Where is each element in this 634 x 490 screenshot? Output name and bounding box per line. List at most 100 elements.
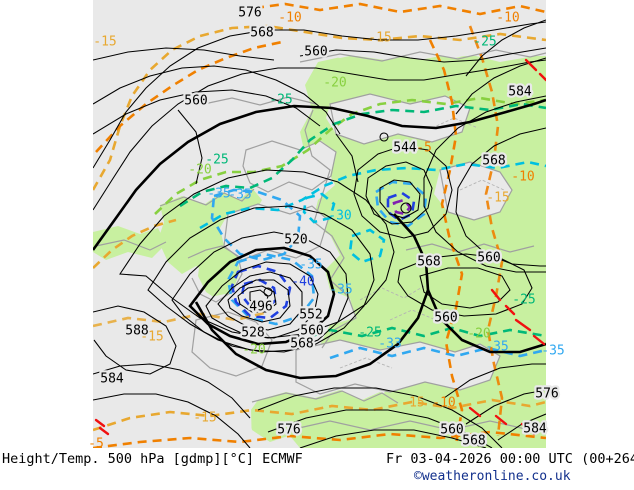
svg-text:-35: -35 bbox=[207, 187, 230, 202]
svg-text:560: 560 bbox=[304, 45, 327, 60]
svg-text:496: 496 bbox=[249, 300, 272, 315]
svg-text:-20: -20 bbox=[467, 327, 490, 342]
svg-text:584: 584 bbox=[523, 422, 547, 437]
svg-text:-25: -25 bbox=[205, 153, 228, 168]
contour-label: -15-15 bbox=[486, 191, 509, 206]
svg-text:576: 576 bbox=[277, 423, 300, 438]
contour-label: -15-15 bbox=[193, 411, 216, 426]
svg-text:-5: -5 bbox=[416, 141, 432, 156]
contour-label: -25-25 bbox=[358, 326, 381, 341]
contour-labels-layer: 5765765685685605605605605845845445445685… bbox=[88, 3, 565, 451]
svg-text:-15: -15 bbox=[140, 330, 163, 345]
svg-text:568: 568 bbox=[462, 434, 485, 449]
contour-label: -35-35 bbox=[541, 344, 564, 359]
contour-label: -25-25 bbox=[512, 293, 535, 308]
svg-text:-25: -25 bbox=[473, 35, 496, 50]
svg-text:576: 576 bbox=[535, 387, 558, 402]
svg-text:560: 560 bbox=[434, 311, 457, 326]
contour-label: -35-35 bbox=[228, 188, 251, 203]
svg-text:-5: -5 bbox=[88, 437, 104, 451]
contour-label: -5-5 bbox=[416, 141, 432, 156]
svg-text:568: 568 bbox=[462, 434, 485, 449]
political-borders bbox=[339, 117, 505, 369]
svg-text:-35: -35 bbox=[329, 283, 352, 298]
svg-text:560: 560 bbox=[300, 324, 323, 339]
svg-text:-35: -35 bbox=[541, 344, 564, 359]
valid-time: Fr 03-04-2026 00:00 UTC (00+264) bbox=[386, 451, 634, 467]
svg-text:-35: -35 bbox=[228, 188, 251, 203]
contour-label: -20-20 bbox=[323, 76, 346, 91]
svg-text:520: 520 bbox=[284, 233, 307, 248]
svg-text:-20: -20 bbox=[242, 343, 265, 358]
red-coast-flecks bbox=[94, 58, 546, 440]
svg-text:-15: -15 bbox=[193, 411, 216, 426]
contour-label: -10-10 bbox=[496, 11, 519, 26]
svg-text:584: 584 bbox=[508, 85, 532, 100]
contour-label: -33-33 bbox=[378, 337, 401, 352]
svg-text:568: 568 bbox=[290, 337, 313, 352]
svg-text:560: 560 bbox=[434, 311, 457, 326]
svg-text:-10: -10 bbox=[511, 170, 534, 185]
svg-text:584: 584 bbox=[100, 372, 124, 387]
svg-text:560: 560 bbox=[477, 251, 500, 266]
contour-label: -15-15 bbox=[401, 396, 424, 411]
svg-text:-25: -25 bbox=[269, 93, 292, 108]
svg-text:568: 568 bbox=[250, 26, 273, 41]
contour-label: -35-35 bbox=[299, 258, 322, 273]
svg-text:-35: -35 bbox=[485, 340, 508, 355]
svg-text:568: 568 bbox=[250, 26, 273, 41]
svg-text:576: 576 bbox=[238, 6, 261, 21]
svg-text:-15: -15 bbox=[368, 31, 391, 46]
svg-text:568: 568 bbox=[482, 154, 505, 169]
svg-text:496: 496 bbox=[249, 300, 272, 315]
contour-label: -10-10 bbox=[511, 170, 534, 185]
map-canvas[interactable]: 576 576 568 568 560 560 560 560 584 584 544 544 568 5… bbox=[0, 0, 634, 450]
contour-label: -20-20 bbox=[242, 343, 265, 358]
contour-label: -25-25 bbox=[205, 153, 228, 168]
svg-text:-15: -15 bbox=[401, 396, 424, 411]
contour-label: -10-10 bbox=[278, 11, 301, 26]
svg-text:552: 552 bbox=[299, 308, 322, 323]
map-domain bbox=[93, 0, 546, 448]
low-center-markers bbox=[263, 132, 412, 297]
svg-text:-10: -10 bbox=[278, 11, 301, 26]
svg-text:584: 584 bbox=[508, 85, 532, 100]
svg-text:544: 544 bbox=[393, 141, 417, 156]
svg-text:568: 568 bbox=[417, 255, 440, 270]
svg-text:584: 584 bbox=[523, 422, 547, 437]
svg-text:-35: -35 bbox=[299, 258, 322, 273]
contour-label: -20-20 bbox=[188, 163, 211, 178]
contour-label: -40-40 bbox=[291, 275, 314, 290]
svg-text:-25: -25 bbox=[358, 326, 381, 341]
svg-text:-40: -40 bbox=[291, 275, 314, 290]
svg-text:584: 584 bbox=[100, 372, 124, 387]
svg-text:528: 528 bbox=[241, 326, 264, 341]
svg-text:544: 544 bbox=[393, 141, 417, 156]
svg-text:568: 568 bbox=[417, 255, 440, 270]
svg-text:576: 576 bbox=[535, 387, 558, 402]
copyright-notice: ©weatheronline.co.uk bbox=[414, 469, 571, 484]
svg-text:-30: -30 bbox=[328, 209, 351, 224]
svg-text:-15: -15 bbox=[93, 35, 116, 50]
contour-label: -15-15 bbox=[140, 330, 163, 345]
svg-text:-15: -15 bbox=[486, 191, 509, 206]
contour-label: -35-35 bbox=[329, 283, 352, 298]
